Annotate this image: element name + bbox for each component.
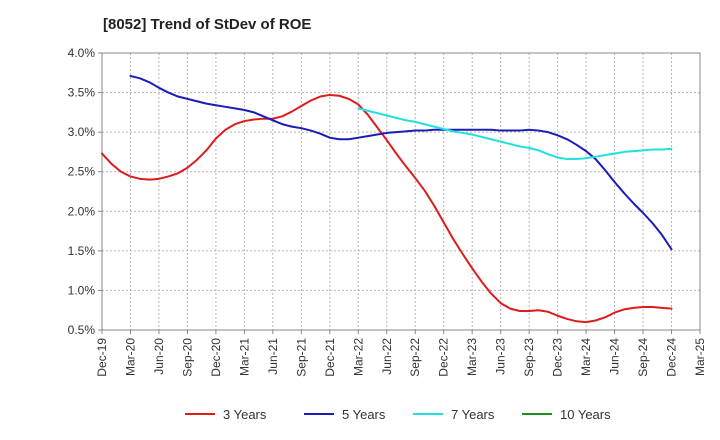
x-tick-label: Mar-23 <box>465 338 479 376</box>
x-tick-label: Sep-21 <box>294 338 308 377</box>
x-tick-label: Sep-23 <box>522 338 536 377</box>
x-tick-label: Jun-23 <box>494 338 508 375</box>
legend-label-10-years: 10 Years <box>560 407 611 422</box>
y-tick-label: 2.5% <box>68 165 96 179</box>
chart-title: [8052] Trend of StDev of ROE <box>103 16 312 33</box>
x-tick-label: Dec-20 <box>209 338 223 377</box>
series-line-7-years <box>357 107 673 161</box>
x-tick-label: Mar-24 <box>579 338 593 376</box>
x-tick-label: Jun-24 <box>608 338 622 375</box>
x-tick-label: Sep-24 <box>636 338 650 377</box>
x-tick-label: Dec-19 <box>95 338 109 377</box>
x-tick-label: Mar-22 <box>351 338 365 376</box>
y-tick-label: 3.5% <box>68 86 96 100</box>
x-tick-label: Sep-20 <box>180 338 194 377</box>
legend-label-5-years: 5 Years <box>342 407 386 422</box>
series-line-3-years <box>101 93 673 324</box>
legend: 3 Years 5 Years 7 Years 10 Years <box>185 407 611 422</box>
series-line-5-years <box>129 74 673 251</box>
y-axis: 0.5% 1.0% 1.5% 2.0% 2.5% 3.0% 3.5% 4.0% <box>68 46 102 337</box>
x-axis: Dec-19 Mar-20 Jun-20 Sep-20 Dec-20 Mar-21 Jun-… <box>95 330 707 377</box>
y-tick-label: 1.0% <box>68 283 96 297</box>
x-tick-label: Dec-21 <box>323 338 337 377</box>
series-lines <box>101 74 673 324</box>
x-tick-label: Sep-22 <box>408 338 422 377</box>
y-tick-label: 2.0% <box>68 204 96 218</box>
grid-lines <box>101 52 701 331</box>
legend-label-3-years: 3 Years <box>223 407 267 422</box>
y-tick-label: 3.0% <box>68 125 96 139</box>
x-tick-label: Jun-21 <box>266 338 280 375</box>
x-tick-label: Dec-23 <box>551 338 565 377</box>
x-tick-label: Mar-20 <box>123 338 137 376</box>
plot-area <box>101 52 701 331</box>
x-tick-label: Dec-22 <box>437 338 451 377</box>
x-tick-label: Dec-24 <box>665 338 679 377</box>
x-tick-label: Jun-20 <box>152 338 166 375</box>
y-tick-label: 0.5% <box>68 323 96 337</box>
x-tick-label: Mar-25 <box>693 338 707 376</box>
x-tick-label: Mar-21 <box>237 338 251 376</box>
y-tick-label: 4.0% <box>68 46 96 60</box>
x-tick-label: Jun-22 <box>380 338 394 375</box>
legend-label-7-years: 7 Years <box>451 407 495 422</box>
y-tick-label: 1.5% <box>68 244 96 258</box>
